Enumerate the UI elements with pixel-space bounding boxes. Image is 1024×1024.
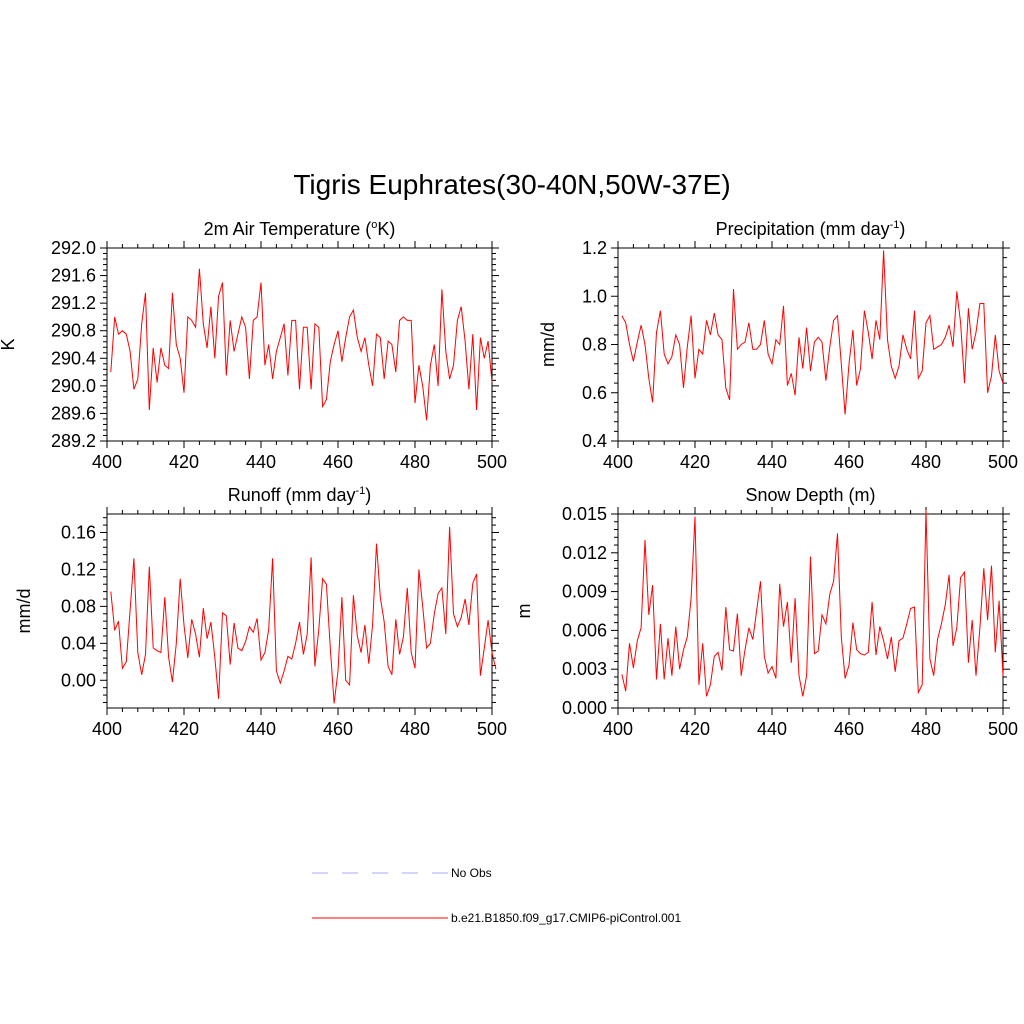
plot-frame bbox=[106, 247, 493, 442]
series-line-0 bbox=[621, 510, 1004, 697]
chart-panel-3: Snow Depth (m) 400 420 440 460 480 500 0.000 0.0… bbox=[514, 485, 1018, 739]
x-tick-label: 460 bbox=[323, 719, 353, 739]
chart-panel-0: 2m Air Temperature (oK) 400 420 440 460 480 50… bbox=[0, 219, 507, 472]
y-tick-label: 0.04 bbox=[61, 633, 96, 653]
plot-frame bbox=[617, 247, 1004, 442]
x-tick-label: 400 bbox=[603, 452, 633, 472]
y-tick-label: 290.8 bbox=[51, 321, 96, 341]
x-tick-label: 500 bbox=[477, 452, 507, 472]
figure-title: Tigris Euphrates(30-40N,50W-37E) bbox=[293, 169, 730, 200]
y-axis-label: mm/d bbox=[14, 589, 34, 634]
x-tick-label: 460 bbox=[834, 719, 864, 739]
y-axis-label: m bbox=[514, 604, 534, 619]
y-tick-label: 289.6 bbox=[51, 403, 96, 423]
x-tick-label: 480 bbox=[400, 719, 430, 739]
x-tick-label: 440 bbox=[757, 719, 787, 739]
x-tick-label: 500 bbox=[988, 719, 1018, 739]
x-tick-label: 500 bbox=[988, 452, 1018, 472]
y-tick-label: 292.0 bbox=[51, 238, 96, 258]
x-tick-label: 460 bbox=[834, 452, 864, 472]
x-tick-label: 440 bbox=[246, 452, 276, 472]
x-tick-label: 500 bbox=[477, 719, 507, 739]
legend-label-model: b.e21.B1850.f09_g17.CMIP6-piControl.001 bbox=[451, 911, 681, 925]
x-tick-label: 420 bbox=[680, 452, 710, 472]
x-tick-label: 400 bbox=[92, 452, 122, 472]
y-tick-label: 0.16 bbox=[61, 522, 96, 542]
y-tick-label: 291.2 bbox=[51, 293, 96, 313]
x-tick-label: 440 bbox=[246, 719, 276, 739]
series-line-0 bbox=[110, 526, 497, 704]
series-line-0 bbox=[621, 250, 1004, 415]
y-tick-label: 0.8 bbox=[582, 335, 607, 355]
x-tick-label: 460 bbox=[323, 452, 353, 472]
legend: No Obs b.e21.B1850.f09_g17.CMIP6-piContr… bbox=[312, 866, 681, 925]
y-tick-label: 0.12 bbox=[61, 559, 96, 579]
y-tick-label: 289.2 bbox=[51, 431, 96, 451]
y-tick-label: 0.015 bbox=[562, 504, 607, 524]
x-tick-label: 400 bbox=[603, 719, 633, 739]
panel-title: Runoff (mm day-1) bbox=[228, 485, 372, 505]
y-axis-label: K bbox=[0, 338, 18, 350]
panel-title: Snow Depth (m) bbox=[745, 485, 875, 505]
y-tick-label: 0.000 bbox=[562, 698, 607, 718]
x-tick-label: 420 bbox=[680, 719, 710, 739]
x-tick-label: 420 bbox=[169, 452, 199, 472]
y-tick-label: 0.08 bbox=[61, 596, 96, 616]
y-tick-label: 0.012 bbox=[562, 543, 607, 563]
x-tick-label: 400 bbox=[92, 719, 122, 739]
panels: 2m Air Temperature (oK) 400 420 440 460 480 50… bbox=[0, 219, 1018, 739]
chart-panel-1: Precipitation (mm day-1) 400 420 440 460 480 5… bbox=[538, 219, 1018, 472]
plot-frame bbox=[617, 513, 1004, 709]
x-tick-label: 440 bbox=[757, 452, 787, 472]
y-tick-label: 0.009 bbox=[562, 582, 607, 602]
panel-title: Precipitation (mm day-1) bbox=[716, 219, 906, 239]
series-line-0 bbox=[110, 268, 493, 421]
x-tick-label: 480 bbox=[911, 719, 941, 739]
legend-label-no-obs: No Obs bbox=[451, 866, 492, 880]
x-tick-label: 480 bbox=[911, 452, 941, 472]
y-tick-label: 0.003 bbox=[562, 659, 607, 679]
y-tick-label: 1.0 bbox=[582, 286, 607, 306]
plot-frame bbox=[106, 513, 493, 709]
y-tick-label: 0.00 bbox=[61, 670, 96, 690]
panel-title: 2m Air Temperature (oK) bbox=[204, 219, 396, 239]
y-tick-label: 291.6 bbox=[51, 266, 96, 286]
y-tick-label: 290.0 bbox=[51, 376, 96, 396]
x-tick-label: 480 bbox=[400, 452, 430, 472]
x-tick-label: 420 bbox=[169, 719, 199, 739]
y-tick-label: 0.6 bbox=[582, 383, 607, 403]
y-tick-label: 0.006 bbox=[562, 620, 607, 640]
y-tick-label: 0.4 bbox=[582, 431, 607, 451]
y-tick-label: 290.4 bbox=[51, 348, 96, 368]
chart-panel-2: Runoff (mm day-1) 400 420 440 460 480 500 0.00 0… bbox=[14, 485, 507, 739]
y-axis-label: mm/d bbox=[538, 322, 558, 367]
y-tick-label: 1.2 bbox=[582, 238, 607, 258]
